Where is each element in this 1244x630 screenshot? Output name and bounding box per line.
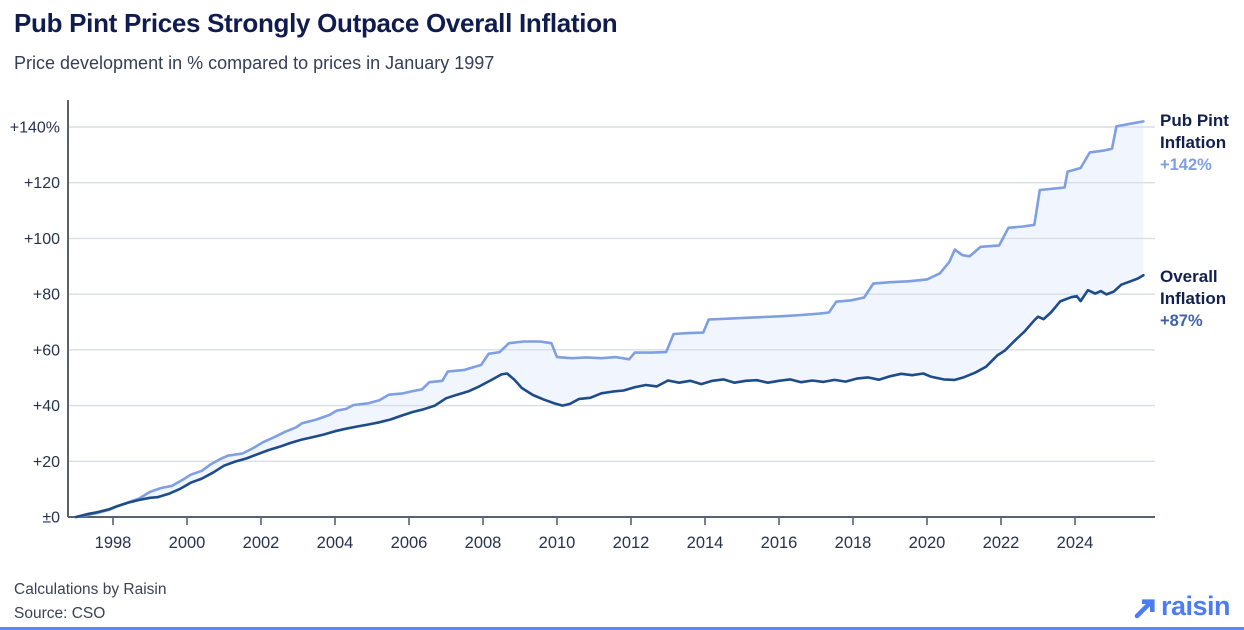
legend-pub-pint-name: Pub Pint Inflation <box>1160 111 1229 152</box>
x-axis-label: 2018 <box>835 534 872 552</box>
legend-overall-value: +87% <box>1160 312 1203 330</box>
legend-pub-pint: Pub Pint Inflation +142% <box>1160 110 1244 176</box>
legend-pub-pint-value: +142% <box>1160 156 1212 174</box>
brand-bottom-bar <box>0 627 1244 630</box>
y-axis-label: +80 <box>33 287 60 304</box>
footer-source: Source: CSO <box>14 605 106 622</box>
x-axis-label: 2000 <box>169 534 206 552</box>
x-axis-label: 2016 <box>761 534 798 552</box>
raisin-logo-text: raisin <box>1160 591 1231 621</box>
raisin-logo: raisin <box>1133 591 1231 622</box>
series-line-overall <box>74 273 1145 519</box>
y-axis-label: +100 <box>24 231 60 248</box>
chart-footer: Calculations by Raisin Source: CSO <box>14 578 167 626</box>
series-line-pub-pint <box>74 120 1145 519</box>
legend-overall-name: Overall Inflation <box>1160 267 1227 308</box>
x-axis-label: 2010 <box>539 534 576 552</box>
y-axis-label: ±0 <box>42 510 60 527</box>
x-axis-label: 2022 <box>983 534 1020 552</box>
page-title: Pub Pint Prices Strongly Outpace Overall… <box>14 8 618 38</box>
legend-overall: Overall Inflation +87% <box>1160 266 1244 332</box>
x-axis-label: 1998 <box>95 534 132 552</box>
y-axis-label: +140% <box>10 120 60 137</box>
chart-header: Pub Pint Prices Strongly Outpace Overall… <box>14 8 618 74</box>
x-axis-label: 2020 <box>909 534 946 552</box>
footer-calculations: Calculations by Raisin <box>14 581 167 598</box>
x-axis-label: 2008 <box>465 534 502 552</box>
series-band-fill <box>76 121 1144 518</box>
x-axis-label: 2002 <box>243 534 280 552</box>
arrow-up-right-icon <box>1134 598 1155 618</box>
y-axis-label: +60 <box>33 342 60 359</box>
page-subtitle: Price development in % compared to price… <box>14 53 495 73</box>
y-axis-label: +120 <box>24 175 60 192</box>
x-axis-label: 2006 <box>391 534 428 552</box>
x-axis-label: 2024 <box>1057 534 1094 552</box>
y-axis-label: +20 <box>33 454 60 471</box>
x-axis-label: 2004 <box>317 534 354 552</box>
y-axis-label: +40 <box>33 398 60 415</box>
x-axis-label: 2012 <box>613 534 650 552</box>
x-axis-label: 2014 <box>687 534 724 552</box>
